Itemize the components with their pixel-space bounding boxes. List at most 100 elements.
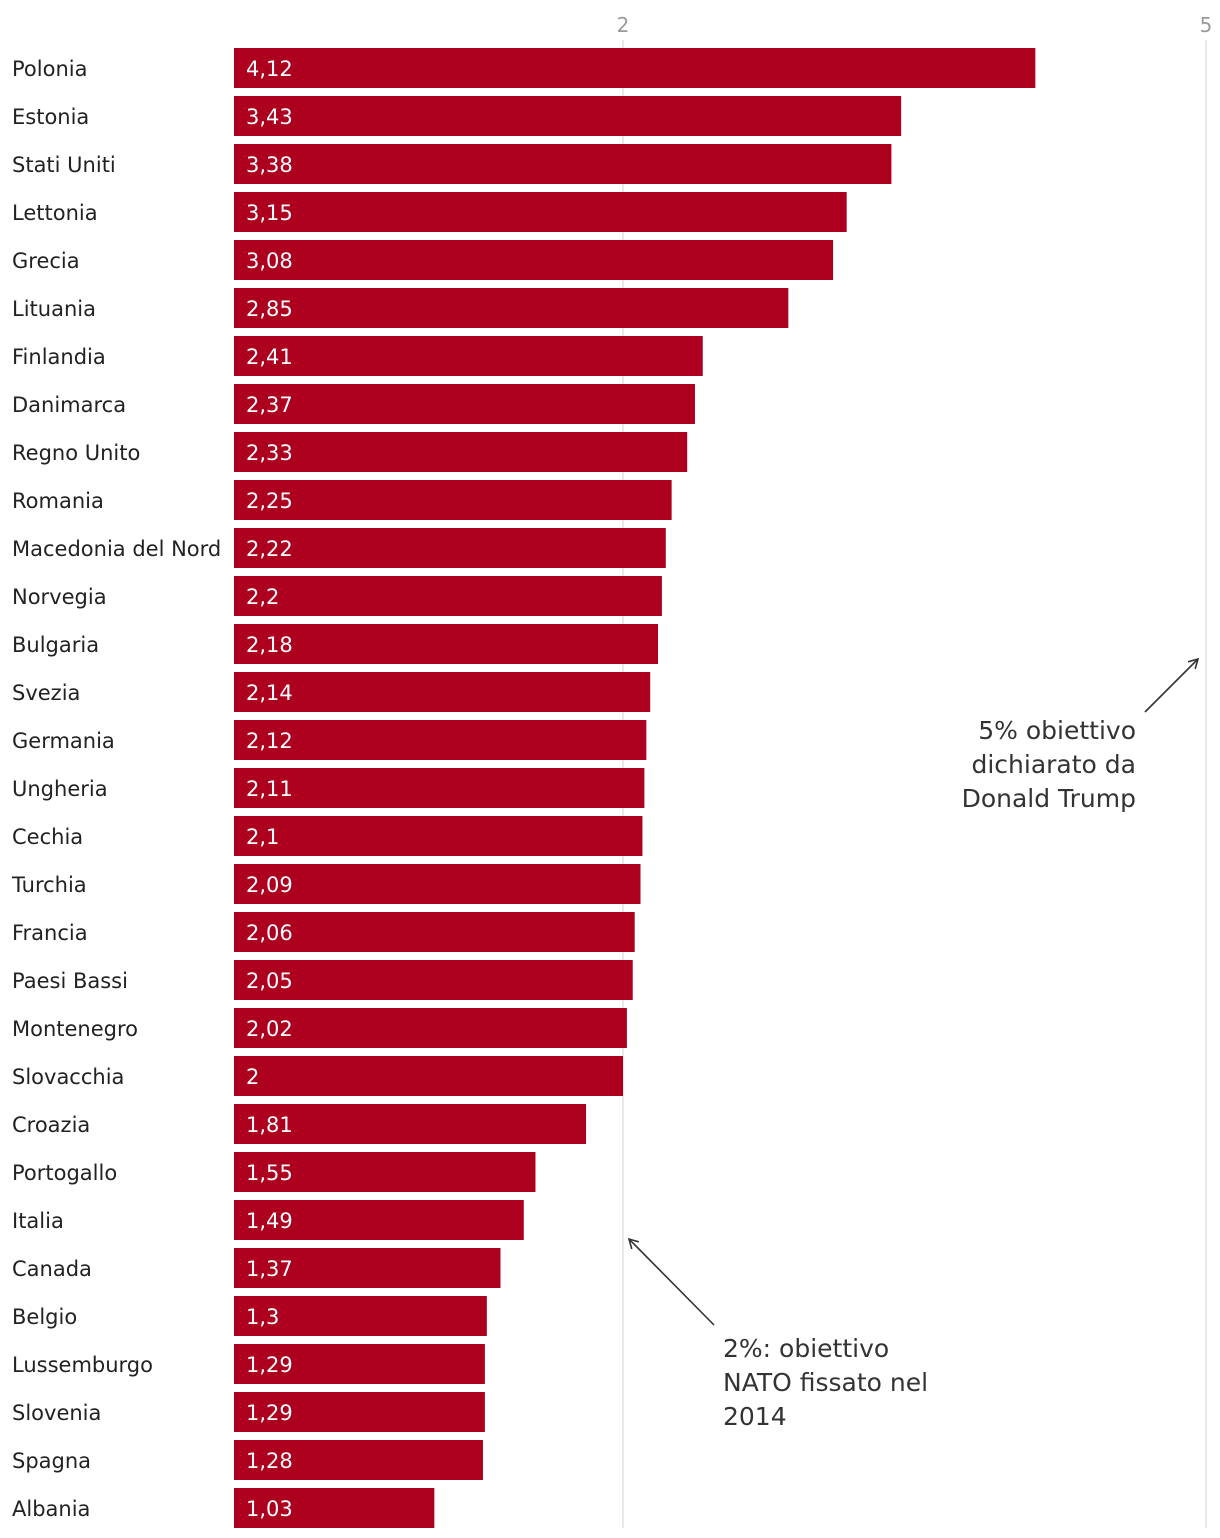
value-label: 3,15 <box>246 201 293 225</box>
category-label: Stati Uniti <box>12 153 116 177</box>
value-label: 2,05 <box>246 969 293 993</box>
bar-11 <box>234 576 662 616</box>
value-label: 2,18 <box>246 633 293 657</box>
category-label: Italia <box>12 1209 64 1233</box>
annotation-trump-line: dichiarato da <box>971 750 1136 779</box>
category-label: Montenegro <box>12 1017 138 1041</box>
category-label: Estonia <box>12 105 89 129</box>
category-label: Regno Unito <box>12 441 140 465</box>
category-label: Norvegia <box>12 585 107 609</box>
category-label: Germania <box>12 729 115 753</box>
bar-1 <box>234 96 902 136</box>
bar-0 <box>234 48 1036 88</box>
bar-4 <box>234 240 834 280</box>
bar-24 <box>234 1200 524 1240</box>
bar-17 <box>234 864 641 904</box>
annotation-trump-line: Donald Trump <box>962 784 1136 813</box>
bar-18 <box>234 912 635 952</box>
bar-20 <box>234 1008 627 1048</box>
annotation-nato-line: 2%: obiettivo <box>723 1334 889 1363</box>
bar-27 <box>234 1344 485 1384</box>
category-label: Belgio <box>12 1305 77 1329</box>
category-label: Turchia <box>11 873 87 897</box>
category-label: Bulgaria <box>12 633 99 657</box>
value-label: 1,3 <box>246 1305 279 1329</box>
value-label: 3,43 <box>246 105 293 129</box>
category-label: Canada <box>12 1257 92 1281</box>
value-label: 2,37 <box>246 393 293 417</box>
bar-26 <box>234 1296 487 1336</box>
category-label: Cechia <box>12 825 83 849</box>
value-label: 2,41 <box>246 345 293 369</box>
category-label: Albania <box>12 1497 90 1521</box>
value-label: 2,85 <box>246 297 293 321</box>
value-label: 1,37 <box>246 1257 293 1281</box>
bar-14 <box>234 720 647 760</box>
category-label: Slovacchia <box>12 1065 124 1089</box>
annotation-nato-line: 2014 <box>723 1402 787 1431</box>
value-label: 2,33 <box>246 441 293 465</box>
category-label: Lituania <box>12 297 96 321</box>
value-label: 2 <box>246 1065 259 1089</box>
bar-8 <box>234 432 688 472</box>
bar-19 <box>234 960 633 1000</box>
category-label: Svezia <box>12 681 80 705</box>
category-label: Lettonia <box>12 201 98 225</box>
value-label: 1,29 <box>246 1401 293 1425</box>
value-label: 2,1 <box>246 825 279 849</box>
bar-7 <box>234 384 695 424</box>
value-label: 1,03 <box>246 1497 293 1521</box>
bar-3 <box>234 192 847 232</box>
category-label: Finlandia <box>12 345 106 369</box>
bar-23 <box>234 1152 536 1192</box>
category-label: Portogallo <box>12 1161 117 1185</box>
category-label: Polonia <box>12 57 87 81</box>
value-label: 2,22 <box>246 537 293 561</box>
bar-5 <box>234 288 789 328</box>
bar-9 <box>234 480 672 520</box>
category-label: Romania <box>12 489 104 513</box>
bar-29 <box>234 1440 483 1480</box>
value-label: 2,2 <box>246 585 279 609</box>
value-label: 3,08 <box>246 249 293 273</box>
value-label: 2,11 <box>246 777 293 801</box>
bar-6 <box>234 336 703 376</box>
value-label: 2,12 <box>246 729 293 753</box>
tick-label-2: 2 <box>617 13 630 37</box>
category-label: Spagna <box>12 1449 91 1473</box>
value-label: 2,25 <box>246 489 293 513</box>
annotation-trump-line: 5% obiettivo <box>978 716 1136 745</box>
value-label: 1,49 <box>246 1209 293 1233</box>
bar-2 <box>234 144 892 184</box>
bar-16 <box>234 816 643 856</box>
category-label: Francia <box>12 921 88 945</box>
category-label: Lussemburgo <box>12 1353 153 1377</box>
bar-21 <box>234 1056 623 1096</box>
bar-10 <box>234 528 666 568</box>
category-label: Croazia <box>12 1113 90 1137</box>
value-label: 4,12 <box>246 57 293 81</box>
category-label: Danimarca <box>12 393 126 417</box>
bar-30 <box>234 1488 435 1528</box>
annotation-nato-line: NATO fissato nel <box>723 1368 928 1397</box>
category-label: Ungheria <box>12 777 108 801</box>
value-label: 2,09 <box>246 873 293 897</box>
value-label: 1,29 <box>246 1353 293 1377</box>
value-label: 1,28 <box>246 1449 293 1473</box>
annotation-arrow-trump <box>1144 657 1200 713</box>
value-label: 3,38 <box>246 153 293 177</box>
bar-25 <box>234 1248 501 1288</box>
category-label: Grecia <box>12 249 80 273</box>
value-label: 2,14 <box>246 681 293 705</box>
value-label: 1,55 <box>246 1161 293 1185</box>
value-label: 1,81 <box>246 1113 293 1137</box>
category-label: Paesi Bassi <box>12 969 128 993</box>
value-label: 2,02 <box>246 1017 293 1041</box>
category-label: Slovenia <box>12 1401 101 1425</box>
bar-22 <box>234 1104 587 1144</box>
bar-13 <box>234 672 651 712</box>
bar-12 <box>234 624 659 664</box>
value-label: 2,06 <box>246 921 293 945</box>
annotation-arrow-nato <box>627 1237 715 1326</box>
